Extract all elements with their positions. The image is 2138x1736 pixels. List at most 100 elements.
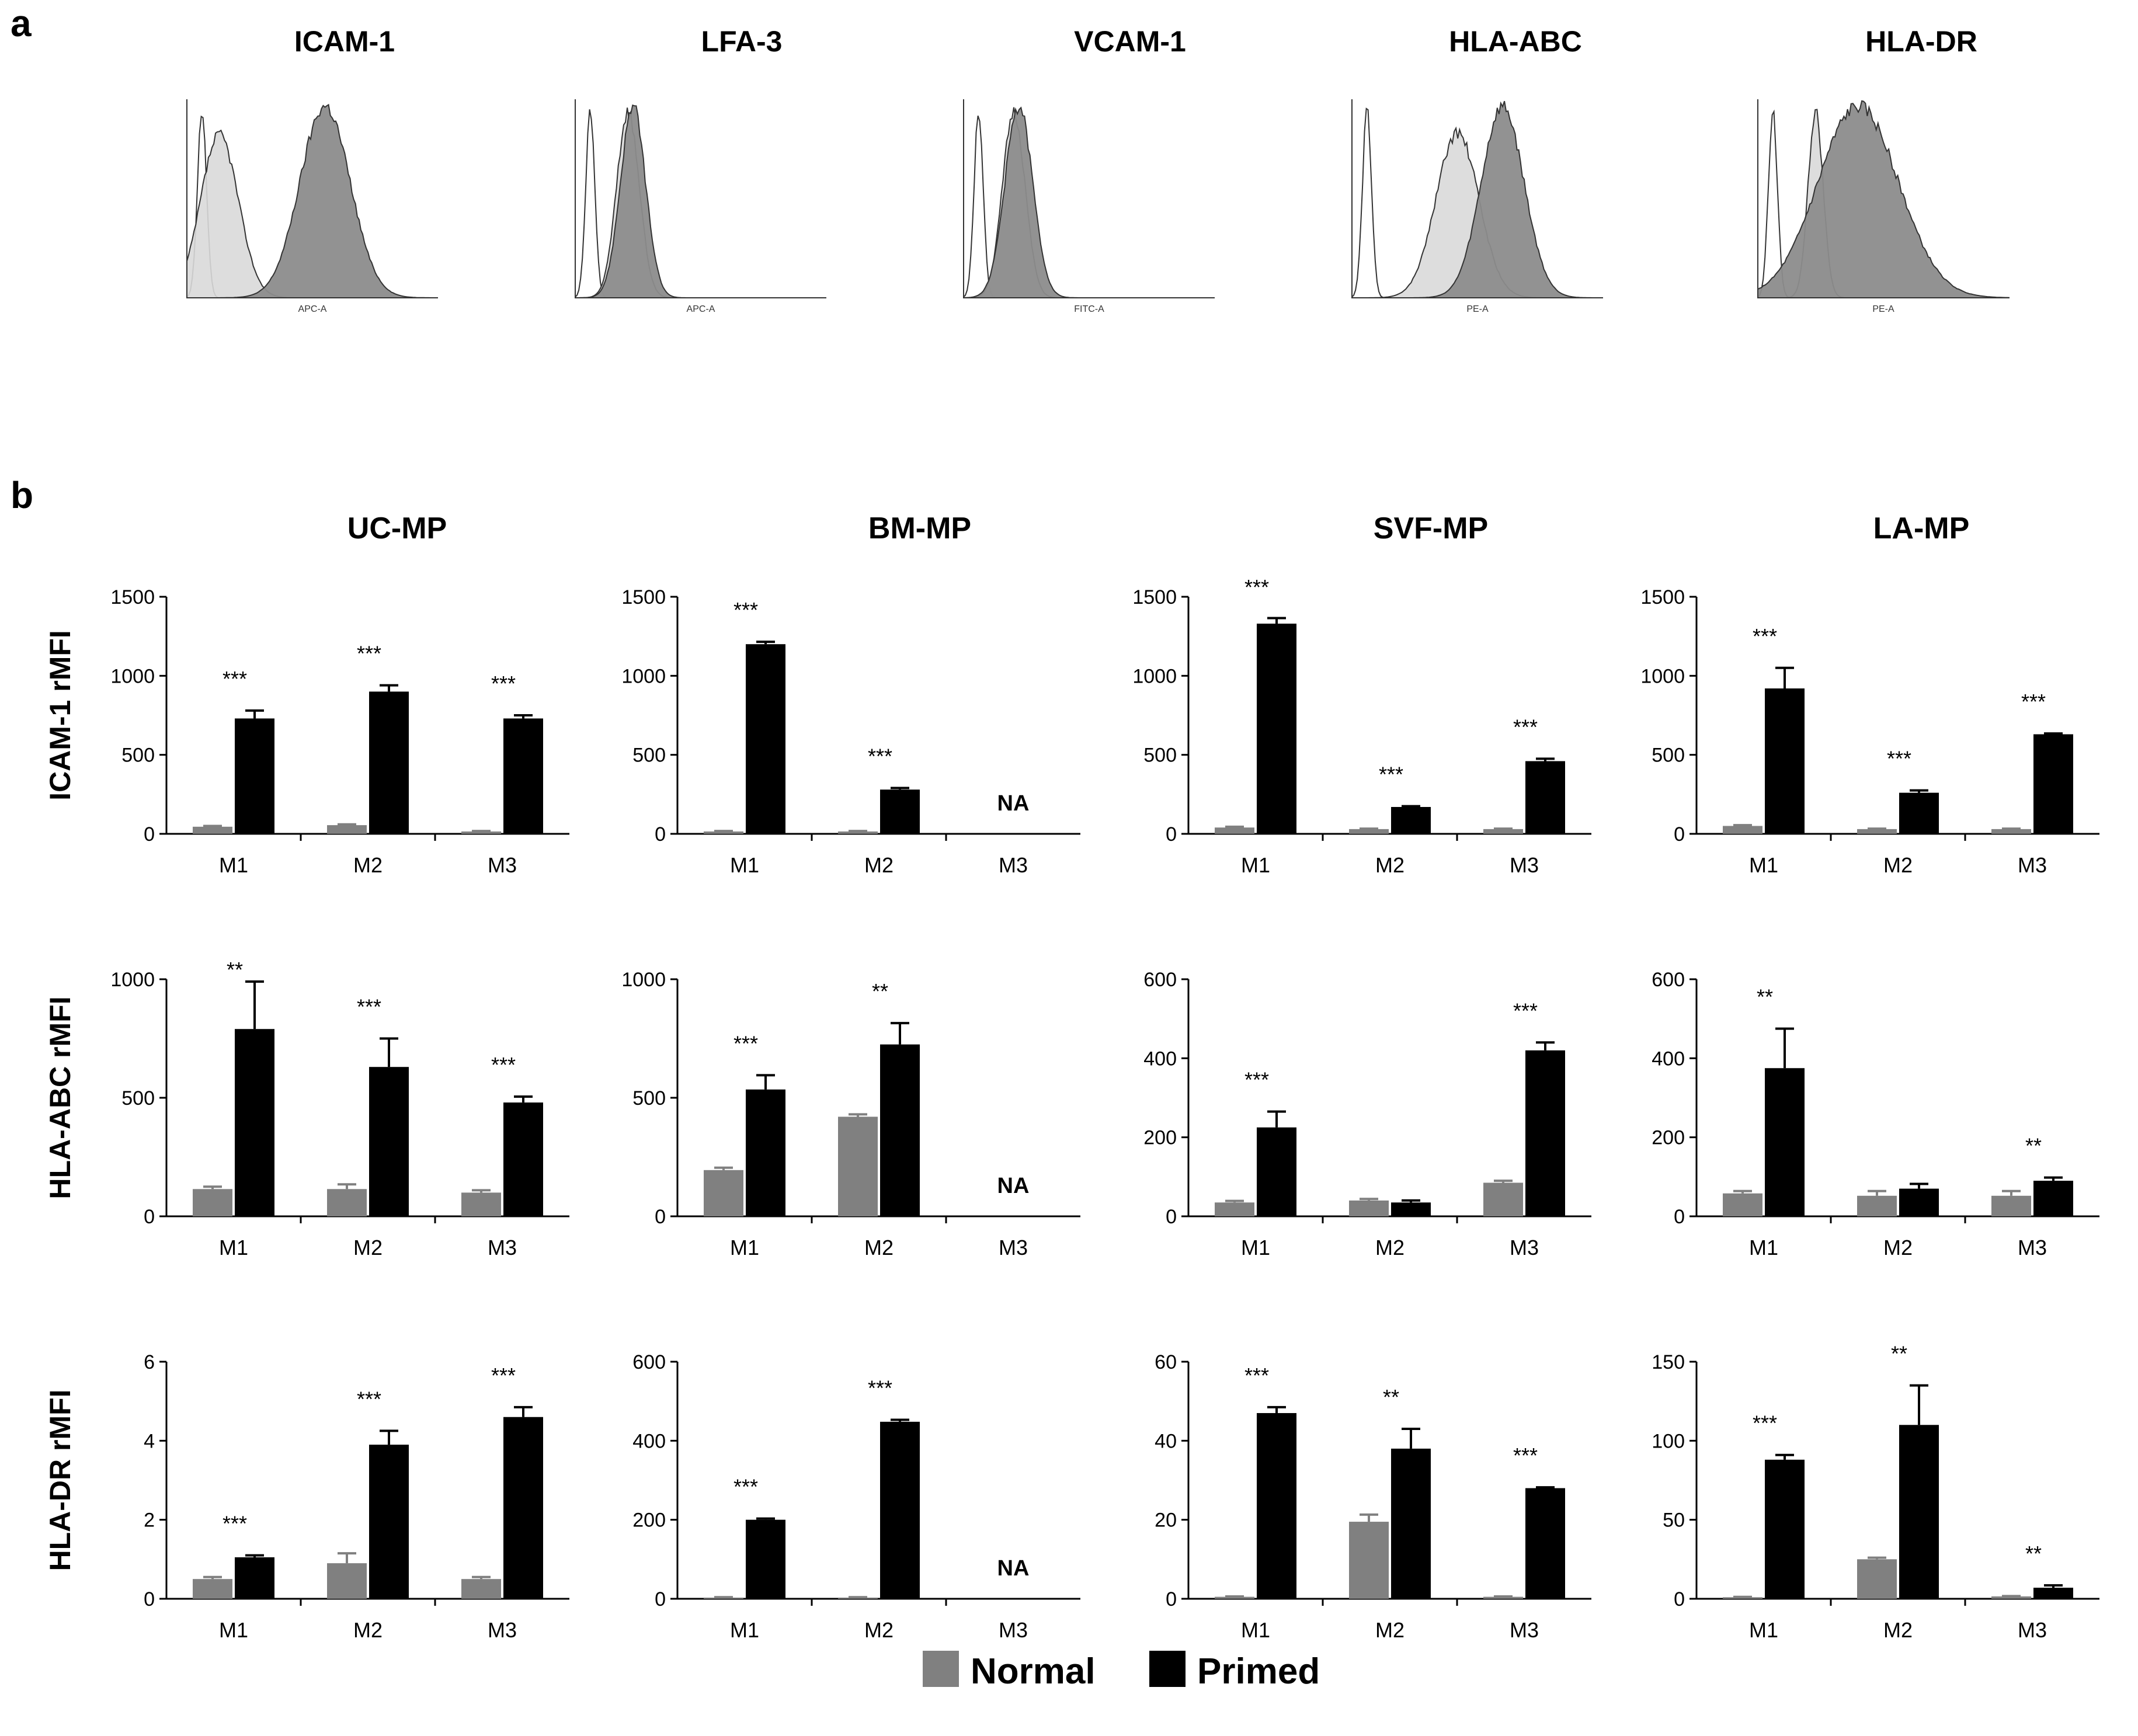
significance-label-m2: ***: [868, 1376, 892, 1400]
y-tick-label: 100: [1652, 1430, 1685, 1452]
column-title-la-mp: LA-MP: [1873, 512, 1970, 545]
chart-hla-dr-rmfi-uc-mp: 0 2 4 6 M1 *** M2 *** M3 ***: [144, 1351, 569, 1642]
y-tick-label: 20: [1155, 1509, 1177, 1532]
chart-hla-dr-rmfi-la-mp: 0 50 100 150 M1 *** M2 ** M3 **: [1652, 1342, 2099, 1642]
significance-label-m3: ***: [491, 1363, 516, 1387]
category-label-m1: M1: [730, 1618, 759, 1642]
category-label-m2: M2: [864, 853, 894, 877]
bar-primed-m3: [503, 1102, 543, 1216]
y-tick-label: 1000: [110, 665, 155, 687]
significance-label-m2: **: [872, 979, 888, 1003]
y-tick-label: 0: [655, 1588, 666, 1610]
y-tick-label: 6: [144, 1351, 155, 1373]
significance-label-m2: ***: [357, 995, 381, 1019]
y-tick-label: 0: [1166, 1206, 1177, 1228]
histogram-axis: [963, 99, 1215, 298]
y-tick-label: 2: [144, 1509, 155, 1532]
significance-label-m1: ***: [223, 667, 247, 691]
histogram-axis: [575, 99, 826, 298]
bar-normal-m1: [1215, 827, 1254, 834]
bar-primed-m3: [2033, 734, 2073, 834]
bar-normal-m2: [1349, 1200, 1389, 1216]
bar-normal-m2: [1349, 1522, 1389, 1599]
y-tick-label: 1500: [1640, 586, 1685, 608]
bar-primed-m3: [503, 1417, 543, 1599]
chart-hla-dr-rmfi-bm-mp: 0 200 400 600 M1 *** M2 *** M3 NA: [632, 1351, 1080, 1642]
y-tick-label: 200: [632, 1509, 666, 1532]
significance-label-m1: ***: [733, 1475, 758, 1499]
y-tick-label: 1000: [621, 665, 666, 687]
significance-label-m1: ***: [1753, 1411, 1777, 1435]
histogram-vcam-1: VCAM-1 FITC-A: [963, 25, 1215, 314]
y-tick-label: 50: [1663, 1509, 1685, 1532]
significance-label-m3: ***: [1513, 1443, 1538, 1467]
significance-label-m1: ***: [1244, 1068, 1269, 1092]
bar-primed-m1: [746, 644, 785, 834]
category-label-m3: M3: [2018, 1236, 2047, 1260]
y-tick-label: 0: [655, 823, 666, 846]
bar-normal-m2: [838, 831, 878, 834]
significance-label-m1: ***: [223, 1512, 247, 1536]
y-tick-label: 400: [1143, 1048, 1177, 1070]
y-tick-label: 500: [632, 745, 666, 767]
category-label-m2: M2: [353, 1236, 383, 1260]
bar-primed-m3: [2033, 1181, 2073, 1216]
category-label-m2: M2: [1375, 1236, 1405, 1260]
significance-label-m3: ***: [1513, 999, 1538, 1022]
category-label-m1: M1: [1241, 1618, 1270, 1642]
chart-hla-abc-rmfi-la-mp: 0 200 400 600 M1 ** M2 M3 **: [1652, 969, 2099, 1260]
legend-normal-label: Normal: [971, 1651, 1096, 1692]
significance-label-m2: **: [1383, 1385, 1399, 1409]
bar-primed-m3: [2033, 1588, 2073, 1599]
y-tick-label: 1000: [110, 969, 155, 991]
bar-primed-m1: [235, 1029, 274, 1216]
y-tick-label: 600: [632, 1351, 666, 1373]
category-label-m3: M3: [488, 1236, 517, 1260]
bar-normal-m1: [1215, 1596, 1254, 1599]
y-tick-label: 600: [1652, 969, 1685, 991]
category-label-m2: M2: [353, 853, 383, 877]
histogram-x-label: PE-A: [1872, 304, 1894, 314]
bar-normal-m3: [1991, 829, 2031, 834]
chart-icam-1-rmfi-svf-mp: 0 500 1000 1500 M1 *** M2 *** M3 ***: [1132, 575, 1591, 877]
y-tick-label: 0: [1166, 823, 1177, 846]
significance-label-m2: ***: [1379, 763, 1403, 787]
chart-hla-dr-rmfi-svf-mp: 0 20 40 60 M1 *** M2 ** M3 ***: [1155, 1351, 1591, 1642]
histogram-x-label: FITC-A: [1074, 304, 1104, 314]
significance-label-m2: ***: [357, 642, 381, 666]
category-label-m1: M1: [219, 1618, 248, 1642]
y-tick-label: 4: [144, 1430, 155, 1452]
bar-normal-m3: [1483, 1596, 1523, 1599]
category-label-m2: M2: [1883, 1618, 1913, 1642]
bar-normal-m3: [461, 1192, 501, 1216]
category-label-m2: M2: [864, 1236, 894, 1260]
category-label-m3: M3: [1510, 1236, 1539, 1260]
histogram-title: VCAM-1: [1074, 25, 1186, 58]
y-tick-label: 500: [121, 745, 155, 767]
category-label-m1: M1: [1241, 853, 1270, 877]
significance-label-m2: **: [1891, 1342, 1907, 1366]
y-tick-label: 500: [1143, 745, 1177, 767]
y-tick-label: 0: [1674, 823, 1685, 846]
histogram-title: HLA-ABC: [1449, 25, 1582, 58]
histogram-dark-curve: [575, 104, 826, 298]
y-tick-label: 200: [1652, 1127, 1685, 1149]
histogram-lfa-3: LFA-3 APC-A: [575, 25, 826, 314]
bar-normal-m3: [1483, 1182, 1523, 1216]
bar-primed-m2: [369, 1445, 409, 1599]
histogram-icam-1: ICAM-1 APC-A: [186, 25, 438, 314]
histogram-dark-curve: [1352, 100, 1603, 298]
bar-normal-m1: [193, 826, 232, 834]
chart-hla-abc-rmfi-bm-mp: 0 500 1000 M1 *** M2 ** M3 NA: [621, 969, 1080, 1260]
histogram-x-label: APC-A: [298, 304, 327, 314]
histogram-x-label: PE-A: [1466, 304, 1489, 314]
bar-normal-m1: [1723, 826, 1762, 834]
y-tick-label: 1000: [621, 969, 666, 991]
na-label: NA: [997, 1174, 1030, 1198]
y-tick-label: 0: [1166, 1588, 1177, 1610]
histogram-hla-abc: HLA-ABC PE-A: [1351, 25, 1603, 314]
category-label-m2: M2: [1883, 853, 1913, 877]
significance-label-m3: ***: [491, 1053, 516, 1077]
category-label-m1: M1: [1749, 1236, 1778, 1260]
bar-normal-m3: [1483, 829, 1523, 834]
